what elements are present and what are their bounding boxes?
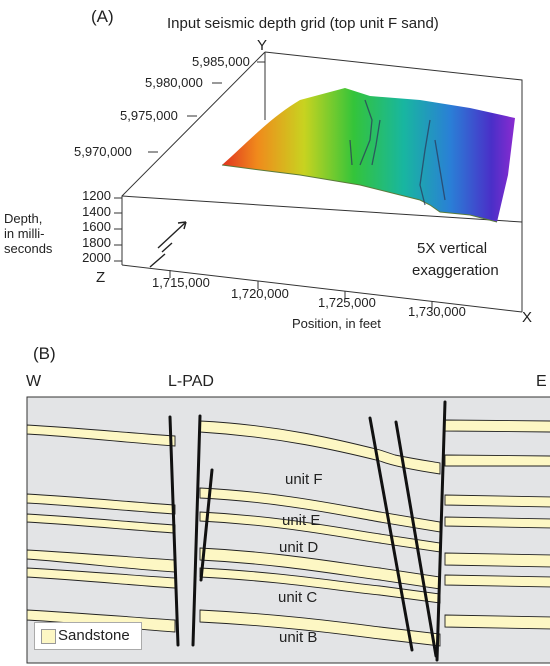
y-tick-label: 5,980,000 bbox=[145, 75, 203, 90]
x-axis-label: Position, in feet bbox=[292, 316, 381, 331]
plot-box bbox=[121, 51, 523, 313]
x-axis-letter: X bbox=[522, 309, 533, 326]
y-axis-ticks bbox=[148, 61, 265, 153]
well-label: L-PAD bbox=[168, 373, 214, 390]
exaggeration-note-line2: exaggeration bbox=[412, 262, 499, 279]
depth-surface bbox=[221, 88, 515, 223]
panel-a-title: Input seismic depth grid (top unit F san… bbox=[167, 15, 439, 32]
z-tick-label: 1600 bbox=[82, 219, 111, 234]
west-label: W bbox=[26, 373, 42, 390]
z-tick-label: 1200 bbox=[82, 188, 111, 203]
fault-arrow-icon bbox=[149, 221, 187, 268]
fault-lines bbox=[168, 400, 447, 662]
depth-label-line: seconds bbox=[4, 241, 53, 256]
z-axis-ticks bbox=[114, 197, 122, 262]
legend: Sandstone bbox=[34, 622, 142, 650]
legend-label: Sandstone bbox=[58, 627, 130, 644]
x-tick-label: 1,720,000 bbox=[231, 286, 289, 301]
unit-label: unit E bbox=[282, 512, 321, 529]
z-axis-letter: Z bbox=[96, 269, 106, 286]
unit-label: unit F bbox=[285, 471, 323, 488]
y-tick-label: 5,975,000 bbox=[120, 108, 178, 123]
x-tick-label: 1,730,000 bbox=[408, 304, 466, 319]
x-tick-label: 1,715,000 bbox=[152, 275, 210, 290]
east-label: E bbox=[536, 373, 547, 390]
x-tick-label: 1,725,000 bbox=[318, 295, 376, 310]
z-tick-label: 1800 bbox=[82, 234, 111, 250]
z-tick-label: 1400 bbox=[82, 203, 111, 219]
panel-b-tag: (B) bbox=[33, 344, 56, 363]
x-axis-ticks bbox=[169, 270, 433, 309]
y-tick-label: 5,985,000 bbox=[192, 54, 250, 69]
y-tick-label: 5,970,000 bbox=[74, 144, 132, 159]
sandstone-swatch-icon bbox=[41, 629, 56, 644]
z-tick-label: 2000 bbox=[82, 250, 111, 265]
exaggeration-note-line1: 5X vertical bbox=[417, 240, 488, 257]
y-axis-letter: Y bbox=[257, 37, 268, 54]
unit-label: unit C bbox=[278, 589, 318, 606]
z-tick-labels: 1200 1400 1600 1800 2000 bbox=[69, 188, 111, 266]
depth-label-line: Depth, bbox=[4, 211, 43, 226]
unit-label: unit D bbox=[279, 539, 319, 556]
panel-a-3d-plot bbox=[114, 51, 523, 313]
panel-a-tag: (A) bbox=[91, 7, 114, 26]
unit-label: unit B bbox=[279, 629, 318, 646]
depth-axis-label: Depth, in milli- seconds bbox=[4, 211, 52, 256]
depth-label-line: in milli- bbox=[4, 226, 45, 241]
